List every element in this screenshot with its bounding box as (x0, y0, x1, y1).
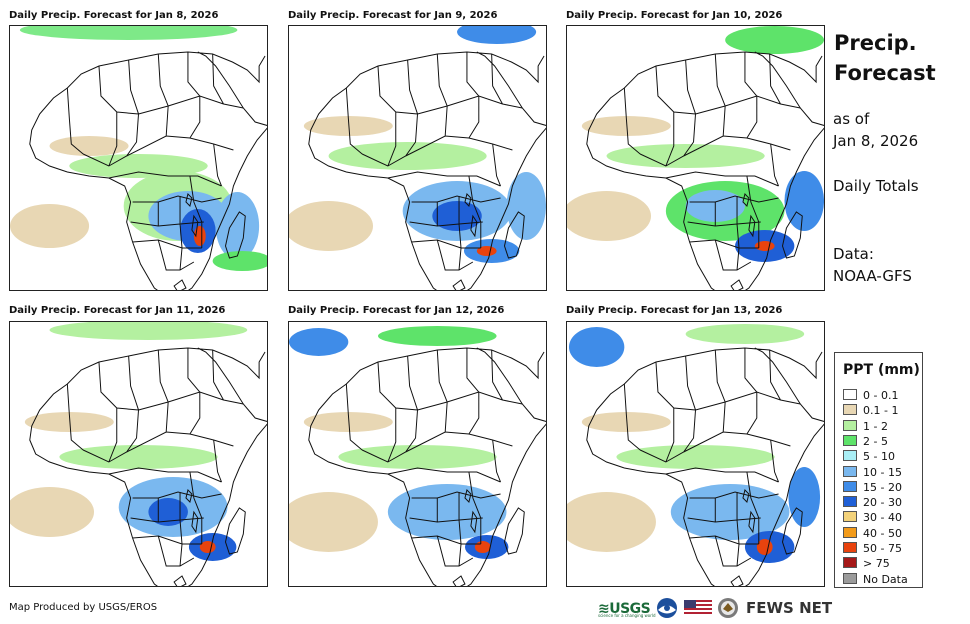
as-of-label: as of (833, 110, 870, 128)
legend-item: 30 - 40 (843, 511, 902, 524)
forecast-map-jan9 (288, 25, 547, 291)
legend-label: 0.1 - 1 (863, 404, 899, 418)
legend-item: 0 - 0.1 (843, 389, 898, 402)
data-source: NOAA-GFS (833, 267, 912, 285)
data-label: Data: (833, 245, 874, 263)
legend-label: 0 - 0.1 (863, 389, 899, 402)
forecast-map-jan10 (566, 25, 825, 291)
legend-swatch (843, 465, 857, 477)
legend-item: 15 - 20 (843, 480, 902, 494)
panel-title-jan10: Daily Precip. Forecast for Jan 10, 2026 (566, 10, 783, 21)
legend-swatch (843, 542, 857, 553)
usgs-logo: ≋USGS science for a changing world (598, 598, 656, 618)
legend-swatch (843, 526, 857, 538)
legend-swatch (843, 496, 857, 508)
side-title: Precip. Forecast (834, 28, 936, 88)
fews-net-logo: FEWS NET (746, 599, 833, 617)
legend-label: No Data (863, 572, 908, 586)
panel-title-jan12: Daily Precip. Forecast for Jan 12, 2026 (288, 305, 505, 316)
legend-swatch (843, 572, 857, 584)
legend-label: 5 - 10 (863, 450, 895, 464)
map-credit: Map Produced by USGS/EROS (9, 602, 158, 613)
usgs-tagline: science for a changing world (598, 613, 656, 618)
legend-item: 20 - 30 (843, 496, 902, 509)
forecast-map-jan8 (9, 25, 268, 291)
legend-item: 5 - 10 (843, 450, 895, 463)
panel-title-jan8: Daily Precip. Forecast for Jan 8, 2026 (9, 10, 219, 21)
state-seal-icon (718, 598, 738, 618)
legend-item: > 75 (843, 557, 890, 570)
panel-title-jan13: Daily Precip. Forecast for Jan 13, 2026 (566, 305, 783, 316)
legend-title: PPT (mm) (843, 362, 920, 378)
panel-title-jan11: Daily Precip. Forecast for Jan 11, 2026 (9, 305, 226, 316)
legend-swatch (843, 389, 857, 400)
legend-item: 0.1 - 1 (843, 404, 898, 417)
panel-title-jan9: Daily Precip. Forecast for Jan 9, 2026 (288, 10, 498, 21)
legend-label: 10 - 15 (863, 465, 902, 479)
legend-item: 50 - 75 (843, 542, 902, 555)
us-flag-icon (684, 600, 712, 616)
legend-swatch (843, 557, 857, 569)
side-title-line2: Forecast (834, 61, 936, 85)
legend-item: No Data (843, 572, 908, 586)
legend-label: 40 - 50 (863, 526, 902, 540)
legend-label: 30 - 40 (863, 511, 902, 525)
legend-swatch (843, 480, 857, 492)
legend-label: 20 - 30 (863, 496, 902, 510)
legend-swatch (843, 419, 857, 431)
legend-label: > 75 (863, 557, 890, 571)
noaa-logo-icon (657, 598, 677, 618)
legend-item: 40 - 50 (843, 526, 902, 540)
legend-item: 10 - 15 (843, 465, 902, 479)
daily-totals-label: Daily Totals (833, 177, 919, 195)
forecast-map-jan12 (288, 321, 547, 587)
forecast-map-jan11 (9, 321, 268, 587)
side-title-line1: Precip. (834, 31, 917, 55)
legend-swatch (843, 450, 857, 462)
legend-swatch (843, 404, 857, 416)
legend-label: 50 - 75 (863, 542, 902, 555)
legend-item: 2 - 5 (843, 434, 888, 448)
usgs-logo-text: ≋USGS (598, 601, 651, 617)
legend-item: 1 - 2 (843, 419, 888, 433)
legend-label: 15 - 20 (863, 480, 902, 494)
as-of-date: Jan 8, 2026 (833, 132, 919, 150)
forecast-map-jan13 (566, 321, 825, 587)
legend-label: 2 - 5 (863, 434, 888, 448)
legend-swatch (843, 434, 857, 446)
legend-swatch (843, 511, 857, 523)
legend-label: 1 - 2 (863, 419, 888, 433)
